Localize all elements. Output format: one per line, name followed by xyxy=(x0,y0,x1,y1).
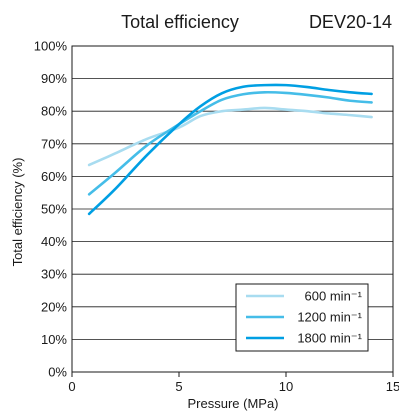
series-lines xyxy=(87,83,373,216)
y-tick-label: 80% xyxy=(41,104,67,119)
y-tick-label: 70% xyxy=(41,136,67,151)
plot-frame xyxy=(71,45,394,373)
y-tick-label: 10% xyxy=(41,332,67,347)
y-tick-label: 60% xyxy=(41,169,67,184)
legend-label: 1200 min⁻¹ xyxy=(297,310,362,325)
chart-title: Total efficiency xyxy=(121,12,239,32)
x-tick-label: 15 xyxy=(386,379,399,394)
y-tick-label: 20% xyxy=(41,299,67,314)
y-tick-label: 0% xyxy=(48,365,67,380)
legend-label: 600 min⁻¹ xyxy=(305,289,363,304)
y-tick-labels: 0% 10% 20% 30% 40% 50% 60% 70% 80% 90% 100% xyxy=(34,39,68,380)
legend-label: 1800 min⁻¹ xyxy=(297,331,362,346)
chart-subtitle: DEV20-14 xyxy=(309,12,392,32)
x-axis-label: Pressure (MPa) xyxy=(187,396,278,411)
series-line-1 xyxy=(87,106,373,167)
y-tick-label: 30% xyxy=(41,267,67,282)
y-axis-label: Total efficiency (%) xyxy=(10,158,25,267)
legend: 600 min⁻¹ 1200 min⁻¹ 1800 min⁻¹ xyxy=(235,283,369,352)
y-tick-label: 50% xyxy=(41,202,67,217)
y-tick-label: 90% xyxy=(41,71,67,86)
x-tick-labels: 0 5 10 15 xyxy=(68,372,399,394)
series-line-2 xyxy=(87,90,373,196)
x-tick-label: 0 xyxy=(68,379,75,394)
y-tick-label: 40% xyxy=(41,234,67,249)
x-tick-label: 5 xyxy=(175,379,182,394)
series-line-3 xyxy=(87,83,373,216)
x-tick-label: 10 xyxy=(279,379,293,394)
y-tick-label: 100% xyxy=(34,39,68,54)
